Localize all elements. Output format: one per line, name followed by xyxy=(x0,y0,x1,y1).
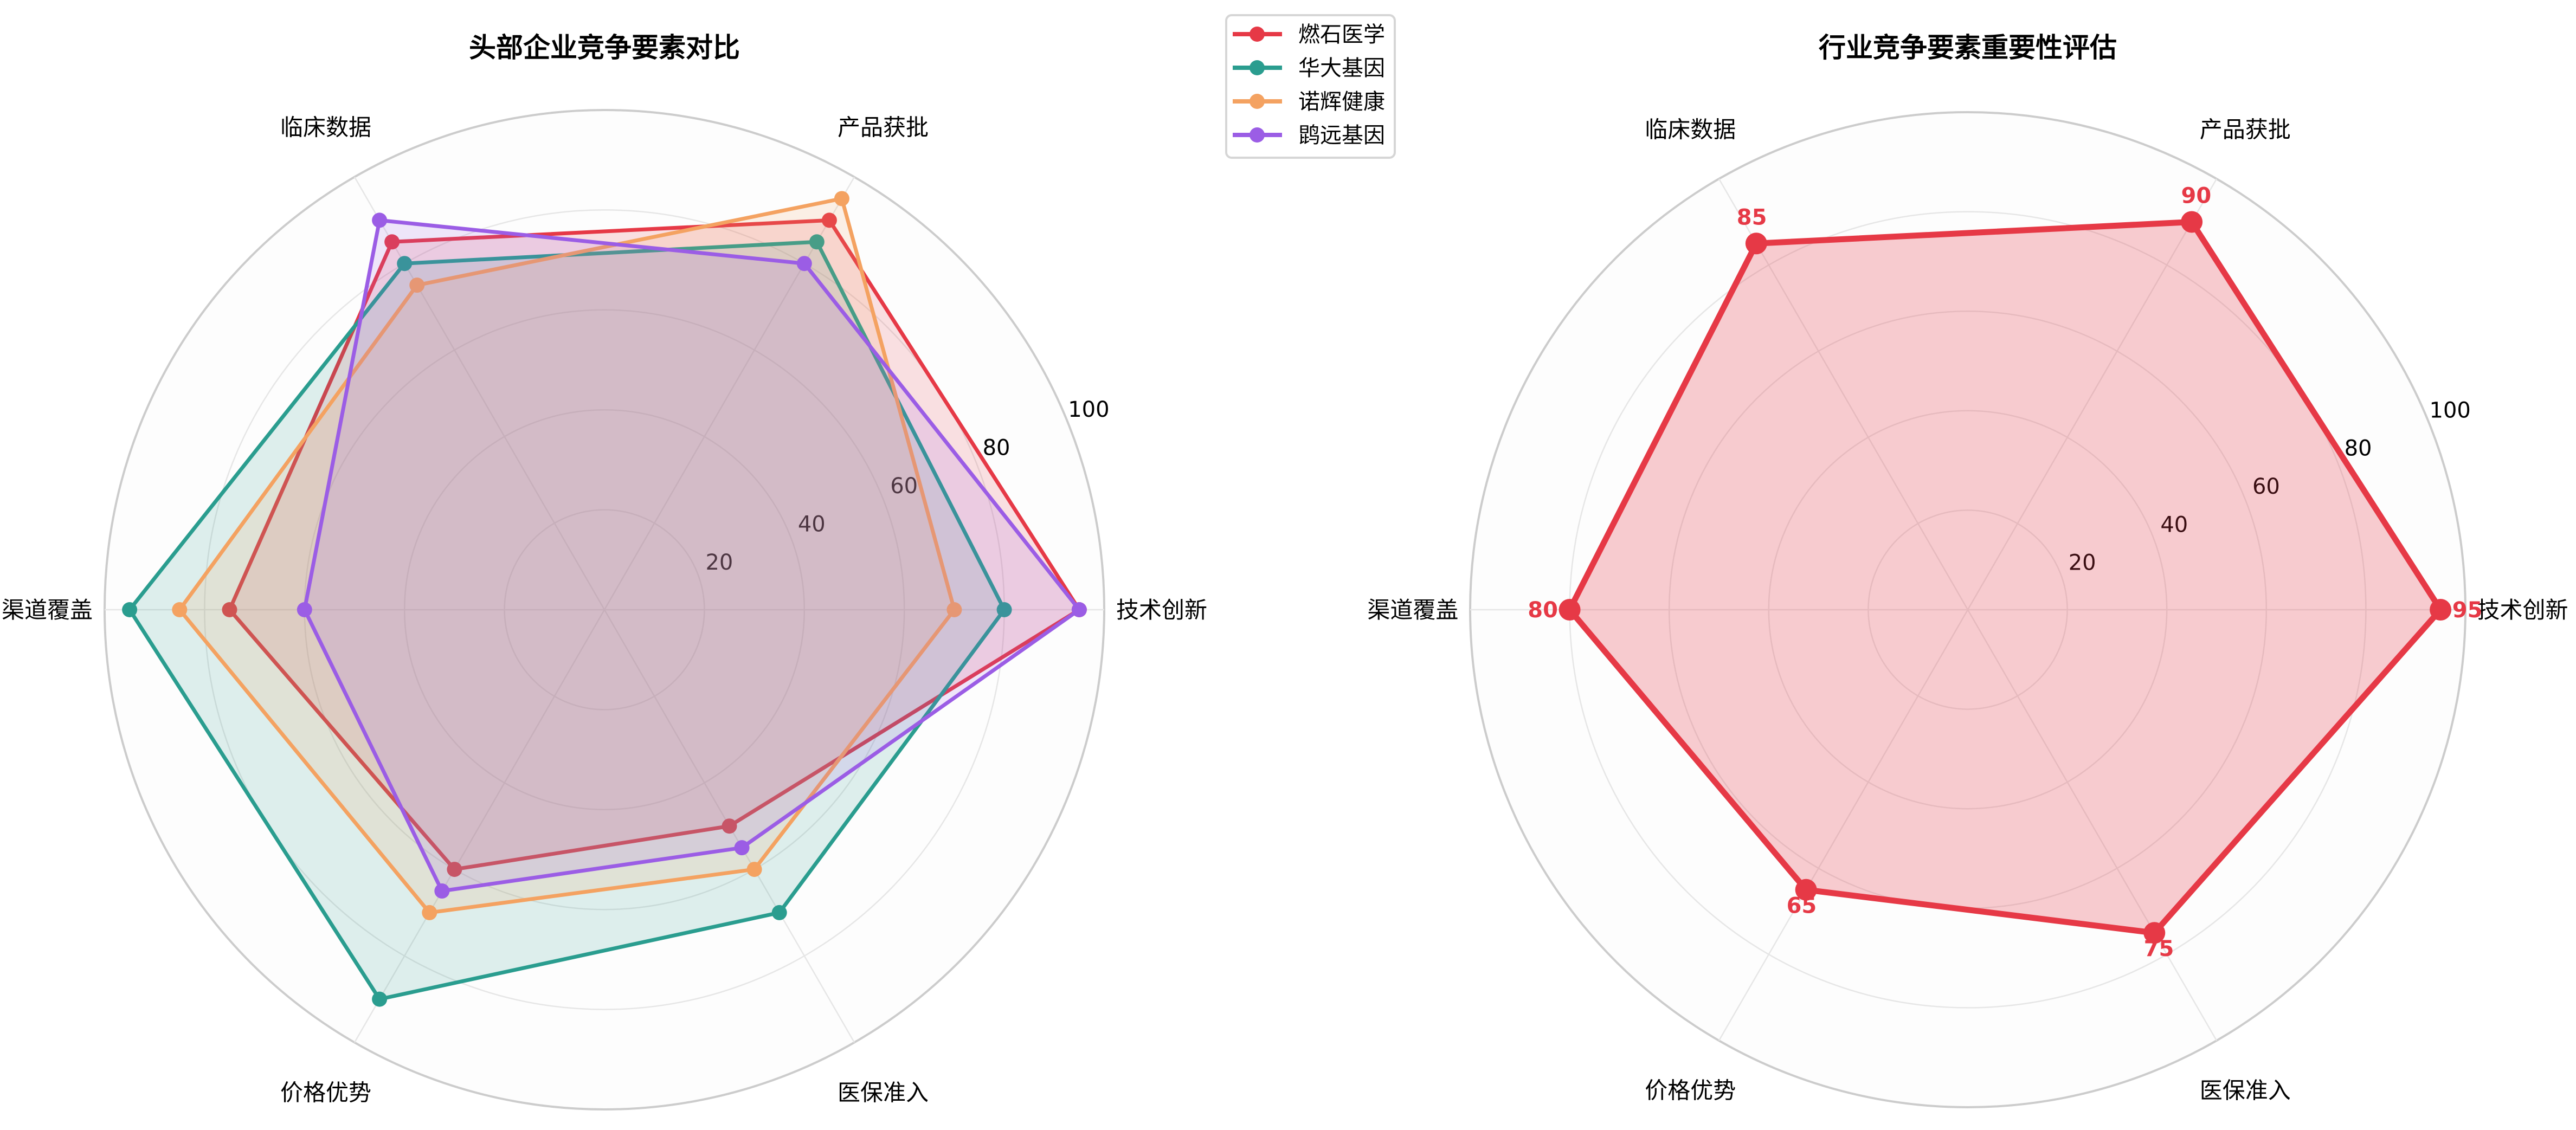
legend-swatch-marker xyxy=(1250,60,1265,75)
data-point xyxy=(372,991,388,1007)
axis-category-label: 渠道覆盖 xyxy=(1367,597,1458,623)
data-point xyxy=(771,905,787,920)
radial-tick-label: 60 xyxy=(2252,474,2280,499)
radial-tick-label: 100 xyxy=(1068,397,1109,422)
series-诺辉健康 xyxy=(172,191,962,920)
legend-label: 华大基因 xyxy=(1298,56,1385,81)
data-point xyxy=(1559,599,1581,621)
legend-item: 诺辉健康 xyxy=(1233,89,1385,114)
radial-tick-label: 80 xyxy=(2345,436,2372,461)
data-point xyxy=(447,862,462,877)
legend-item: 燃石医学 xyxy=(1233,22,1385,47)
legend-item: 鹍远基因 xyxy=(1233,123,1385,148)
data-point xyxy=(1745,233,1767,255)
data-point xyxy=(996,602,1012,617)
data-point xyxy=(222,602,237,617)
data-label: 65 xyxy=(1787,894,1817,919)
data-label: 85 xyxy=(1737,205,1767,230)
series-area xyxy=(130,242,1004,999)
axis-category-label: 价格优势 xyxy=(280,1079,371,1106)
data-point xyxy=(2181,211,2203,233)
axis-category-label: 技术创新 xyxy=(2477,597,2568,623)
series-华大基因 xyxy=(122,234,1012,1007)
axis-category-label: 临床数据 xyxy=(1645,117,1736,143)
legend-label: 诺辉健康 xyxy=(1298,89,1385,114)
data-point xyxy=(409,277,425,293)
axis-category-label: 产品获批 xyxy=(838,114,929,141)
data-point xyxy=(2143,922,2166,944)
legend-label: 鹍远基因 xyxy=(1298,123,1385,148)
data-point xyxy=(722,818,737,834)
radial-tick-label: 80 xyxy=(983,436,1010,461)
data-point xyxy=(734,840,750,856)
grid-spoke xyxy=(1718,609,1969,1041)
axis-category-label: 产品获批 xyxy=(2200,117,2291,143)
radial-tick-label: 40 xyxy=(798,512,826,537)
series-area xyxy=(304,220,1079,892)
series-area xyxy=(229,220,1079,870)
radar-chart-importance: 行业竞争要素重要性评估 20 40 60 80 100 技术创新 产品获批 临床数据渠道覆盖价… xyxy=(1367,32,2568,1108)
legend-item: 华大基因 xyxy=(1233,56,1385,81)
series-area xyxy=(179,198,955,913)
radial-tick-label: 60 xyxy=(890,474,918,499)
series-area xyxy=(1569,222,2441,933)
legend-swatch-marker xyxy=(1250,94,1265,109)
legend-swatch-marker xyxy=(1250,27,1265,42)
data-label: 75 xyxy=(2144,937,2174,961)
data-point xyxy=(172,602,188,617)
data-label: 95 xyxy=(2452,598,2483,623)
axis-category-label: 价格优势 xyxy=(1645,1077,1736,1103)
radar-chart-competitors: 头部企业竞争要素对比 20 40 60 80 100 技术创新 产品获批 临床数据渠道覆盖价格… xyxy=(2,32,1207,1110)
legend-label: 燃石医学 xyxy=(1298,22,1385,47)
grid-spoke xyxy=(353,609,606,1043)
series-鹍远基因 xyxy=(297,212,1087,899)
axis-category-label: 技术创新 xyxy=(1116,597,1207,623)
chart-title: 行业竞争要素重要性评估 xyxy=(1819,32,2117,63)
chart-title: 头部企业竞争要素对比 xyxy=(469,32,740,63)
legend-frame xyxy=(1225,14,1396,159)
data-point xyxy=(1071,602,1087,617)
axis-category-label: 医保准入 xyxy=(2200,1077,2291,1103)
data-point xyxy=(122,602,138,617)
data-point xyxy=(372,212,388,228)
data-point xyxy=(1795,879,1817,901)
data-label: 80 xyxy=(1528,598,1558,623)
radial-tick-label: 20 xyxy=(705,550,733,575)
data-point xyxy=(422,905,437,920)
legend-swatch-marker xyxy=(1250,127,1265,143)
radial-tick-label: 40 xyxy=(2160,512,2188,537)
data-point xyxy=(746,862,762,877)
data-point xyxy=(796,256,812,272)
data-point xyxy=(297,602,312,617)
data-point xyxy=(384,234,400,250)
data-point xyxy=(821,212,837,228)
series-0: 95 90 85 80 65 75 xyxy=(1528,184,2482,962)
data-point xyxy=(397,256,413,272)
data-point xyxy=(946,602,962,617)
data-point xyxy=(834,191,849,206)
radial-tick-label: 100 xyxy=(2430,398,2471,423)
radial-tick-label: 20 xyxy=(2069,551,2096,576)
data-point xyxy=(434,883,450,899)
grid-spoke xyxy=(1967,609,2218,1041)
grid-spoke xyxy=(1967,178,2218,610)
data-point xyxy=(809,234,825,250)
axis-category-label: 医保准入 xyxy=(838,1079,929,1106)
axis-category-label: 临床数据 xyxy=(280,114,371,141)
grid-spoke xyxy=(353,176,606,610)
grid-spoke xyxy=(603,176,855,610)
axis-category-label: 渠道覆盖 xyxy=(2,597,93,623)
data-point xyxy=(2430,599,2452,621)
series-燃石医学 xyxy=(222,212,1087,877)
data-label: 90 xyxy=(2181,184,2212,209)
